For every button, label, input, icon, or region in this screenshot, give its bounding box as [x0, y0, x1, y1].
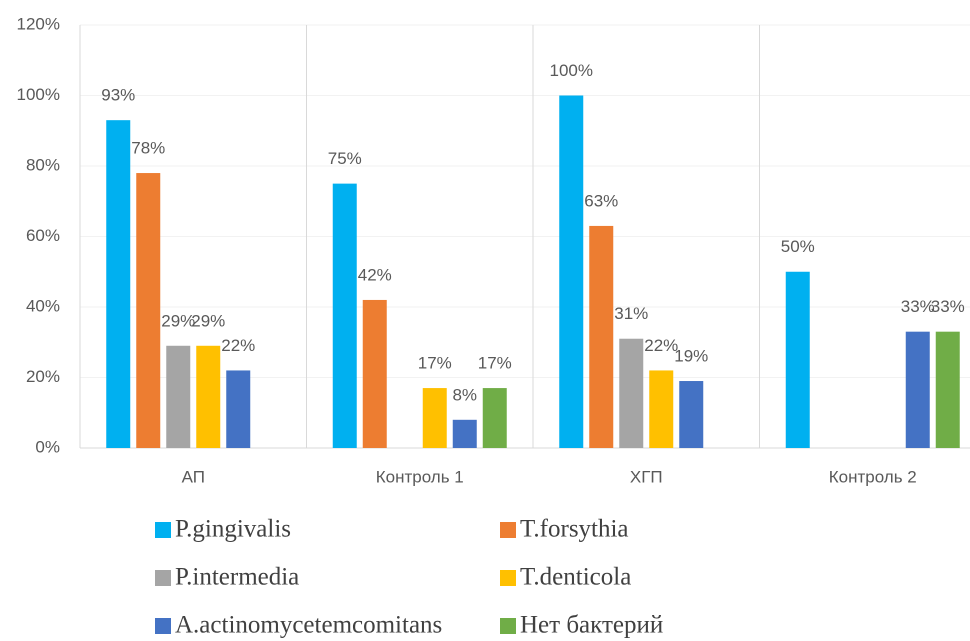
data-label: 63%: [584, 191, 618, 210]
bar: [196, 345, 221, 448]
bar: [332, 183, 357, 448]
legend-label: Нет бактерий: [520, 612, 663, 639]
y-tick-label: 40%: [26, 296, 60, 315]
legend-swatch: [155, 618, 171, 634]
bar: [589, 225, 614, 448]
bar: [482, 388, 507, 448]
data-label: 78%: [131, 139, 165, 158]
legend-swatch: [155, 570, 171, 586]
y-tick-label: 120%: [17, 14, 60, 33]
data-label: 100%: [550, 61, 593, 80]
bar: [559, 95, 584, 448]
legend-label: A.actinomycetemcomitans: [175, 612, 442, 639]
legend-label: P.gingivalis: [175, 516, 291, 543]
data-label: 50%: [781, 237, 815, 256]
y-tick-label: 0%: [35, 437, 60, 456]
legend-swatch: [500, 522, 516, 538]
legend-swatch: [500, 618, 516, 634]
x-tick-label: Контроль 2: [829, 467, 917, 486]
data-label: 75%: [328, 149, 362, 168]
bar: [362, 299, 387, 448]
y-tick-label: 60%: [26, 226, 60, 245]
bar: [452, 419, 477, 448]
data-label: 33%: [931, 297, 965, 316]
x-tick-label: Контроль 1: [376, 467, 464, 486]
bar: [679, 381, 704, 448]
data-label: 31%: [614, 304, 648, 323]
bar: [649, 370, 674, 448]
data-label: 22%: [644, 336, 678, 355]
data-label: 42%: [358, 265, 392, 284]
data-label: 93%: [101, 86, 135, 105]
data-label: 33%: [901, 297, 935, 316]
data-label: 19%: [674, 347, 708, 366]
legend-swatch: [500, 570, 516, 586]
data-label: 17%: [478, 354, 512, 373]
bar: [619, 338, 644, 448]
y-tick-label: 80%: [26, 155, 60, 174]
legend-label: P.intermedia: [175, 564, 299, 591]
data-label: 29%: [161, 311, 195, 330]
y-tick-label: 20%: [26, 367, 60, 386]
legend-swatch: [155, 522, 171, 538]
bar: [226, 370, 251, 448]
bar: [935, 331, 960, 448]
bar: [785, 271, 810, 448]
bar: [136, 173, 161, 449]
legend-label: T.denticola: [520, 564, 631, 591]
bar: [422, 388, 447, 448]
bar: [905, 331, 930, 448]
data-label: 8%: [452, 385, 477, 404]
bar: [166, 345, 191, 448]
legend-label: T.forsythia: [520, 516, 629, 543]
x-tick-label: АП: [182, 467, 205, 486]
data-label: 17%: [418, 354, 452, 373]
data-label: 29%: [191, 311, 225, 330]
y-tick-label: 100%: [17, 85, 60, 104]
data-label: 22%: [221, 336, 255, 355]
x-tick-label: ХГП: [630, 467, 663, 486]
bar: [106, 120, 131, 449]
